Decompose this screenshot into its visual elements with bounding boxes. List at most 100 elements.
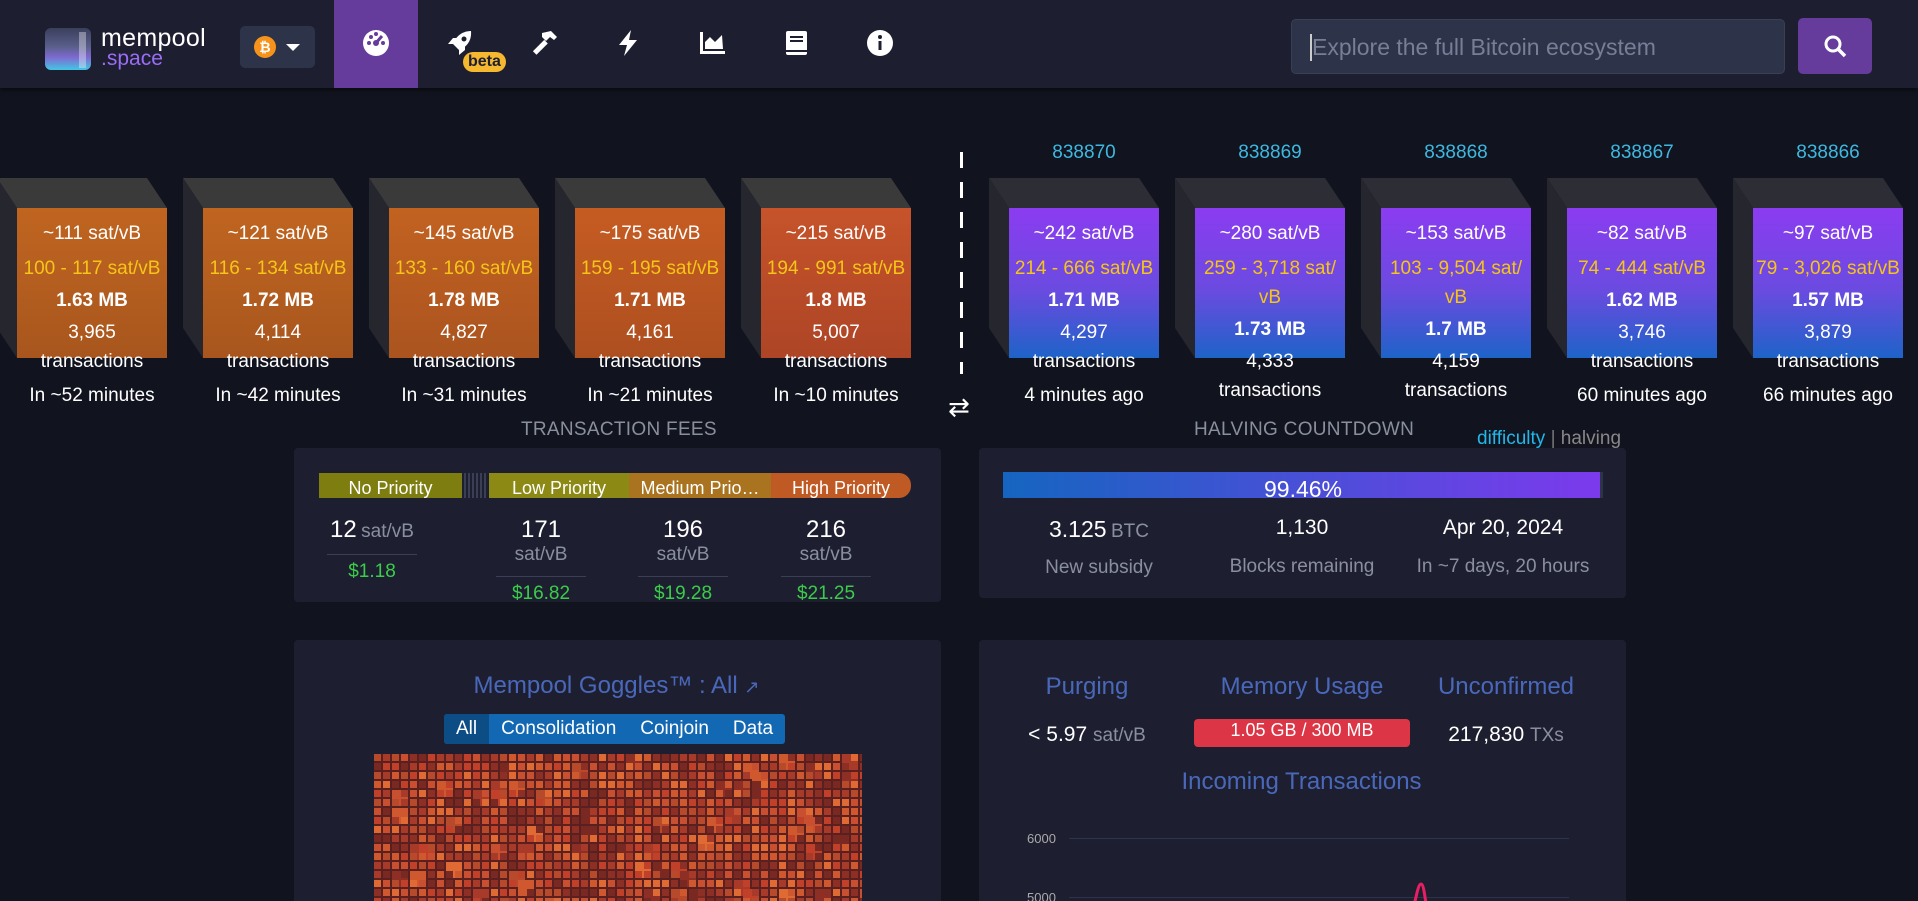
tx-square[interactable]: [446, 754, 453, 761]
tx-square[interactable]: [860, 763, 862, 770]
tx-square[interactable]: [662, 844, 669, 851]
tx-square[interactable]: [833, 754, 840, 761]
tx-square[interactable]: [617, 763, 624, 770]
tx-square[interactable]: [608, 817, 615, 824]
tx-square[interactable]: [392, 862, 399, 869]
tx-square[interactable]: [743, 898, 750, 901]
tx-square[interactable]: [491, 808, 498, 815]
tx-square[interactable]: [473, 844, 480, 851]
tx-square[interactable]: [599, 880, 606, 887]
tx-square[interactable]: [518, 799, 525, 806]
tx-square[interactable]: [572, 853, 579, 860]
tx-square[interactable]: [428, 754, 435, 761]
tx-square[interactable]: [752, 754, 759, 761]
tx-square[interactable]: [590, 817, 597, 824]
tx-square[interactable]: [608, 790, 615, 797]
tx-square[interactable]: [797, 790, 804, 797]
tx-square[interactable]: [374, 763, 381, 770]
tx-square[interactable]: [554, 880, 561, 887]
tx-square[interactable]: [824, 808, 831, 815]
tx-square[interactable]: [707, 772, 714, 779]
tx-square[interactable]: [455, 862, 462, 869]
tx-square[interactable]: [752, 844, 759, 851]
tx-square[interactable]: [626, 853, 633, 860]
tx-square[interactable]: [563, 799, 570, 806]
tx-square[interactable]: [527, 754, 534, 761]
tx-square[interactable]: [689, 898, 696, 901]
tx-square[interactable]: [392, 853, 399, 860]
tx-square[interactable]: [770, 880, 777, 887]
tx-square[interactable]: [779, 826, 786, 833]
tx-square[interactable]: [689, 826, 696, 833]
tx-square[interactable]: [401, 844, 408, 851]
tx-square[interactable]: [734, 808, 741, 815]
tx-square[interactable]: [500, 808, 507, 815]
tx-square[interactable]: [500, 898, 516, 901]
tx-square[interactable]: [833, 898, 840, 901]
tx-square[interactable]: [617, 808, 624, 815]
tx-square[interactable]: [464, 781, 471, 788]
tx-square[interactable]: [626, 844, 633, 851]
tx-square[interactable]: [554, 862, 561, 869]
tx-square[interactable]: [797, 844, 804, 851]
tx-square[interactable]: [842, 853, 849, 860]
tx-square[interactable]: [374, 880, 381, 887]
tx-square[interactable]: [446, 898, 453, 901]
tx-square[interactable]: [419, 862, 426, 869]
tx-square[interactable]: [851, 799, 858, 806]
tx-square[interactable]: [509, 808, 516, 815]
tx-square[interactable]: [500, 817, 507, 824]
tx-square[interactable]: [563, 880, 570, 887]
tx-square[interactable]: [626, 763, 633, 770]
tx-square[interactable]: [428, 772, 435, 779]
tx-square[interactable]: [752, 808, 759, 815]
tx-square[interactable]: [527, 835, 534, 842]
tx-square[interactable]: [824, 889, 831, 896]
tx-square[interactable]: [410, 781, 417, 788]
tx-square[interactable]: [734, 889, 741, 896]
block-height[interactable]: 838866: [1796, 142, 1860, 163]
tx-square[interactable]: [833, 853, 840, 860]
tx-square[interactable]: [707, 808, 714, 815]
tx-square[interactable]: [392, 835, 399, 842]
tx-square[interactable]: [689, 844, 696, 851]
tx-square[interactable]: [401, 763, 408, 770]
projected-block[interactable]: ~121 sat/vB 116 - 134 sat/vB 1.72 MB 4,1…: [183, 178, 353, 406]
tx-square[interactable]: [464, 754, 471, 761]
tx-square[interactable]: [815, 844, 822, 851]
tx-square[interactable]: [806, 826, 813, 833]
tx-square[interactable]: [554, 799, 561, 806]
tx-square[interactable]: [824, 772, 831, 779]
tx-square[interactable]: [599, 808, 606, 815]
tx-square[interactable]: [770, 889, 777, 896]
tx-square[interactable]: [410, 853, 417, 860]
tx-square[interactable]: [401, 835, 408, 842]
tx-square[interactable]: [824, 817, 831, 824]
nav-dashboard[interactable]: [334, 0, 418, 88]
tx-square[interactable]: [851, 763, 858, 770]
tx-square[interactable]: [437, 835, 444, 842]
tx-square[interactable]: [536, 844, 543, 851]
tx-square[interactable]: [500, 754, 507, 761]
tx-square[interactable]: [482, 880, 489, 887]
tx-square[interactable]: [599, 853, 606, 860]
tx-square[interactable]: [752, 763, 759, 770]
tab-consolidation[interactable]: Consolidation: [501, 718, 617, 739]
search-input[interactable]: Explore the full Bitcoin ecosystem: [1291, 19, 1785, 74]
tx-square[interactable]: [851, 781, 858, 788]
tx-square[interactable]: [806, 871, 813, 878]
tx-square[interactable]: [401, 889, 408, 896]
tx-square[interactable]: [806, 889, 813, 896]
tx-square[interactable]: [446, 808, 453, 815]
tx-square[interactable]: [788, 781, 795, 788]
tx-square[interactable]: [635, 790, 642, 797]
tx-square[interactable]: [491, 853, 498, 860]
tx-square[interactable]: [815, 880, 822, 887]
tx-square[interactable]: [374, 754, 381, 761]
tx-square[interactable]: [383, 871, 390, 878]
tx-square[interactable]: [671, 835, 678, 842]
tx-square[interactable]: [518, 853, 525, 860]
tx-square[interactable]: [581, 889, 588, 896]
tx-square[interactable]: [833, 862, 840, 869]
tx-square[interactable]: [770, 826, 777, 833]
